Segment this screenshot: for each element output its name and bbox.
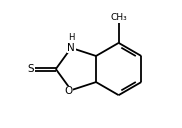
- Text: S: S: [27, 64, 34, 74]
- Text: H: H: [68, 33, 75, 42]
- Text: O: O: [65, 86, 73, 96]
- Text: N: N: [67, 43, 75, 53]
- Text: CH₃: CH₃: [110, 13, 127, 22]
